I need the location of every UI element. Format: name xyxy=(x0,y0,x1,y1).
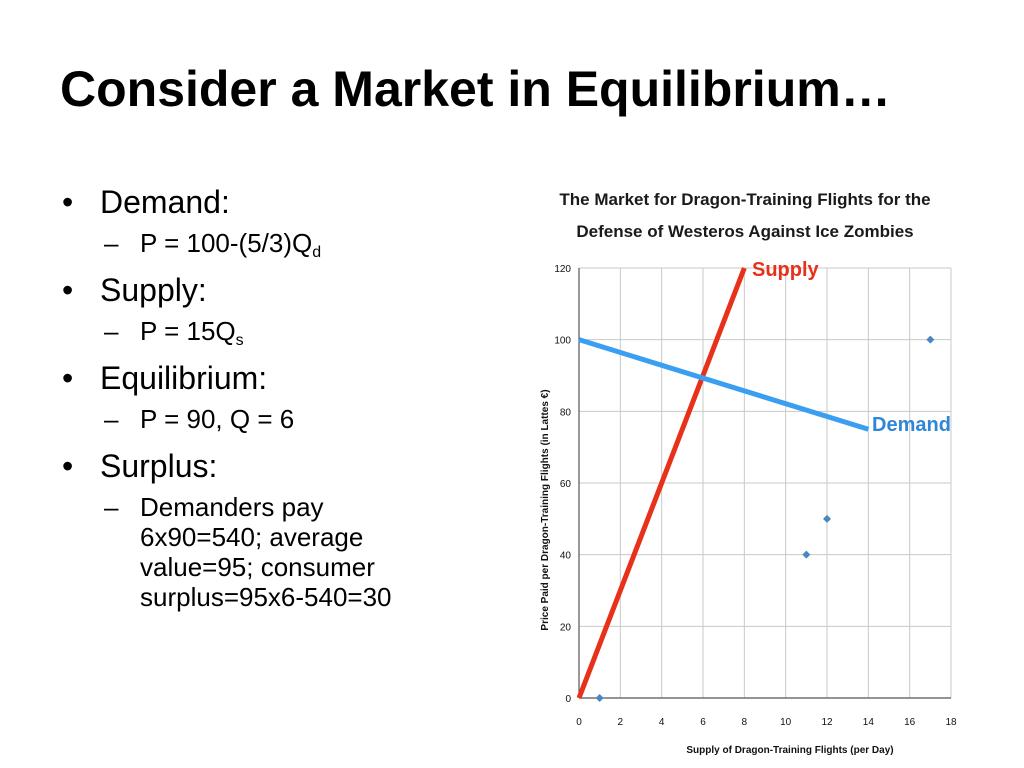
sub-bullet-surplus-explanation: – Demanders pay 6x90=540; average value=… xyxy=(62,492,440,612)
y-tick-label: 100 xyxy=(554,336,571,347)
x-tick-label: 0 xyxy=(576,717,582,728)
x-axis-label: Supply of Dragon-Training Flights (per D… xyxy=(686,745,893,756)
demand-equation-subscript: d xyxy=(312,244,322,261)
scatter-point xyxy=(926,335,935,344)
surplus-explanation: Demanders pay 6x90=540; average value=95… xyxy=(140,492,392,612)
x-tick-label: 10 xyxy=(780,717,792,728)
bullet-glyph: • xyxy=(62,360,74,396)
x-tick-label: 4 xyxy=(659,717,665,728)
demand-curve-label: Demand xyxy=(872,414,951,436)
equilibrium-values: P = 90, Q = 6 xyxy=(140,404,295,434)
y-tick-label: 40 xyxy=(560,551,572,562)
x-tick-label: 12 xyxy=(821,717,833,728)
bullet-equilibrium: • Equilibrium: xyxy=(62,358,462,398)
x-tick-label: 2 xyxy=(618,717,624,728)
bullet-surplus-label: Surplus: xyxy=(100,448,218,484)
bullet-supply: • Supply: xyxy=(62,270,462,310)
y-tick-label: 0 xyxy=(565,694,571,705)
chart-scatter-points xyxy=(595,335,935,702)
supply-equation: P = 15Q xyxy=(140,316,236,346)
supply-curve xyxy=(576,267,747,699)
chart-title-line2: Defense of Westeros Against Ice Zombies xyxy=(576,222,913,241)
bullet-equilibrium-label: Equilibrium: xyxy=(100,360,268,396)
y-tick-label: 20 xyxy=(560,622,572,633)
x-tick-label: 14 xyxy=(863,717,875,728)
scatter-point xyxy=(823,514,831,523)
chart-tick-labels: 0 2 4 6 8 10 12 14 16 18 0 20 40 60 80 100 120 xyxy=(554,264,957,728)
bullet-surplus: • Surplus: xyxy=(62,446,462,486)
sub-bullet-demand-equation: – P = 100-(5/3)Qd xyxy=(62,228,462,261)
supply-curve-label: Supply xyxy=(752,259,820,281)
y-tick-label: 120 xyxy=(554,264,571,275)
scatter-point xyxy=(802,550,811,559)
y-tick-label: 60 xyxy=(560,479,572,490)
dash-glyph: – xyxy=(104,492,119,522)
bullet-glyph: • xyxy=(62,184,74,220)
bullet-glyph: • xyxy=(62,272,74,308)
bullet-glyph: • xyxy=(62,448,74,484)
y-tick-label: 80 xyxy=(560,407,572,418)
scatter-point xyxy=(595,694,604,702)
supply-equation-subscript: s xyxy=(235,332,244,349)
bullet-supply-label: Supply: xyxy=(100,272,207,308)
bullet-demand-label: Demand: xyxy=(100,184,230,220)
dash-glyph: – xyxy=(104,316,119,346)
bullet-list: • Demand: – P = 100-(5/3)Qd • Supply: – … xyxy=(62,182,462,624)
x-tick-label: 8 xyxy=(742,717,748,728)
slide-title: Consider a Market in Equilibrium… xyxy=(60,61,891,117)
market-chart: The Market for Dragon-Training Flights f… xyxy=(540,190,957,756)
x-tick-label: 16 xyxy=(904,717,916,728)
chart-grid xyxy=(578,267,952,699)
dash-glyph: – xyxy=(104,228,119,258)
dash-glyph: – xyxy=(104,404,119,434)
sub-bullet-supply-equation: – P = 15Qs xyxy=(62,316,462,349)
chart-axes xyxy=(578,268,951,699)
x-tick-label: 6 xyxy=(700,717,706,728)
chart-series xyxy=(576,267,870,699)
x-tick-label: 18 xyxy=(945,717,957,728)
bullet-demand: • Demand: xyxy=(62,182,462,222)
demand-equation: P = 100-(5/3)Q xyxy=(140,228,313,258)
y-axis-label: Price Paid per Dragon-Training Flights (… xyxy=(540,389,551,630)
sub-bullet-equilibrium-values: – P = 90, Q = 6 xyxy=(62,404,462,434)
chart-title-line1: The Market for Dragon-Training Flights f… xyxy=(559,190,930,209)
demand-curve xyxy=(578,337,870,432)
